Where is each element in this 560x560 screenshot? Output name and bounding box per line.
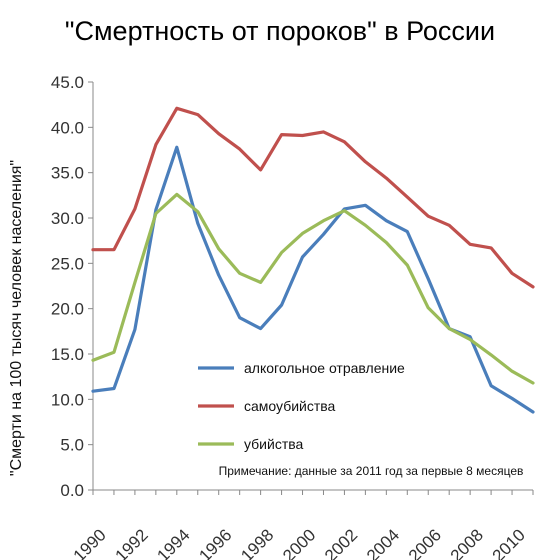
y-tick-label: 30.0 — [51, 209, 84, 228]
y-tick-label: 15.0 — [51, 345, 84, 364]
y-tick-label: 5.0 — [60, 436, 84, 455]
chart-title: "Смертность от пороков" в России — [65, 16, 495, 46]
y-tick-label: 45.0 — [51, 73, 84, 92]
x-tick-label: 2000 — [279, 525, 319, 560]
legend-label-2: самоубийства — [244, 398, 336, 414]
x-tick-label: 2004 — [363, 525, 403, 560]
legend-label-3: убийства — [244, 436, 304, 452]
legend: алкогольное отравление самоубийства убийст… — [198, 360, 405, 452]
y-axis-label: "Смерти на 100 тысяч человек населения" — [8, 160, 25, 476]
series-line-3 — [91, 192, 535, 385]
series-layer — [91, 106, 535, 414]
y-tick-label: 20.0 — [51, 300, 84, 319]
x-tick-label: 1998 — [237, 525, 277, 560]
y-tick-label: 35.0 — [51, 164, 84, 183]
y-tick-label: 25.0 — [51, 254, 84, 273]
x-tick-label: 2010 — [489, 525, 529, 560]
x-tick-label: 1990 — [70, 525, 110, 560]
legend-label-1: алкогольное отравление — [244, 360, 405, 376]
x-tick-label: 2006 — [405, 525, 445, 560]
x-tick-label: 2002 — [321, 525, 361, 560]
y-tick-label: 10.0 — [51, 390, 84, 409]
chart-note: Примечание: данные за 2011 год за первые… — [219, 464, 524, 478]
x-tick-label: 1996 — [195, 525, 235, 560]
y-tick-label: 40.0 — [51, 118, 84, 137]
x-tick-label: 1992 — [112, 525, 152, 560]
x-tick-label: 2008 — [447, 525, 487, 560]
series-line-2 — [91, 106, 535, 289]
y-tick-label: 0.0 — [60, 481, 84, 500]
x-tick-label: 1994 — [153, 525, 193, 560]
